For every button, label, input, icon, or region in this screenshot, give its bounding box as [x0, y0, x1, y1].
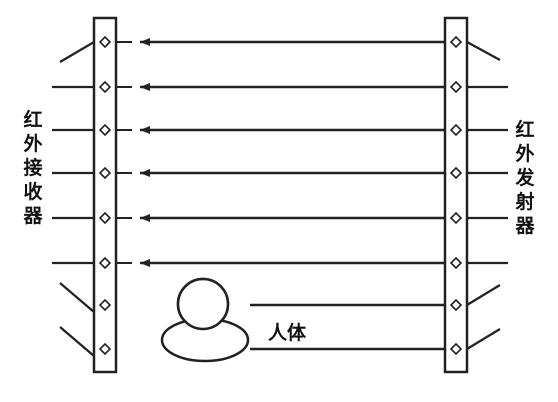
person-figure: [160, 277, 250, 363]
beam-arrow-icon: [140, 83, 150, 91]
sensor-diamond-icon: [449, 298, 463, 312]
emitter-post: [443, 16, 469, 374]
sensor-diamond-icon: [449, 35, 463, 49]
beam-arrow-icon: [140, 38, 150, 46]
lead-wires: [52, 41, 508, 357]
sensor-diamond-icon: [98, 298, 112, 312]
sensor-diamond-icon: [98, 211, 112, 225]
lead-wire: [466, 328, 501, 350]
receiver-label: 红外接收器: [23, 109, 43, 227]
emitter-label: 红外发射器: [515, 119, 535, 237]
beam-arrow-icon: [140, 169, 150, 177]
sensor-diamond-icon: [98, 35, 112, 49]
lead-wire: [59, 41, 95, 63]
person-label: 人体: [268, 322, 307, 344]
sensor-diamond-icon: [449, 256, 463, 270]
beam-arrow-icon: [140, 214, 150, 222]
receiver-post: [92, 16, 118, 374]
lead-wire: [466, 284, 501, 306]
sensor-diamond-icon: [98, 342, 112, 356]
lead-wire: [59, 326, 95, 357]
sensor-diamond-icon: [98, 256, 112, 270]
lead-wire: [466, 41, 501, 61]
beam-arrow-icon: [140, 126, 150, 134]
beam-lines: [116, 38, 456, 351]
beam-arrow-icon: [140, 259, 150, 267]
sensor-diamond-icon: [449, 211, 463, 225]
sensor-diamond-icon: [449, 342, 463, 356]
lead-wire: [59, 282, 95, 313]
sensor-nodes: [98, 35, 463, 356]
sensor-diamond-icon: [449, 166, 463, 180]
sensor-diamond-icon: [98, 166, 112, 180]
sensor-diamond-icon: [98, 123, 112, 137]
sensor-diamond-icon: [449, 123, 463, 137]
sensor-diamond-icon: [98, 80, 112, 94]
sensor-diamond-icon: [449, 80, 463, 94]
